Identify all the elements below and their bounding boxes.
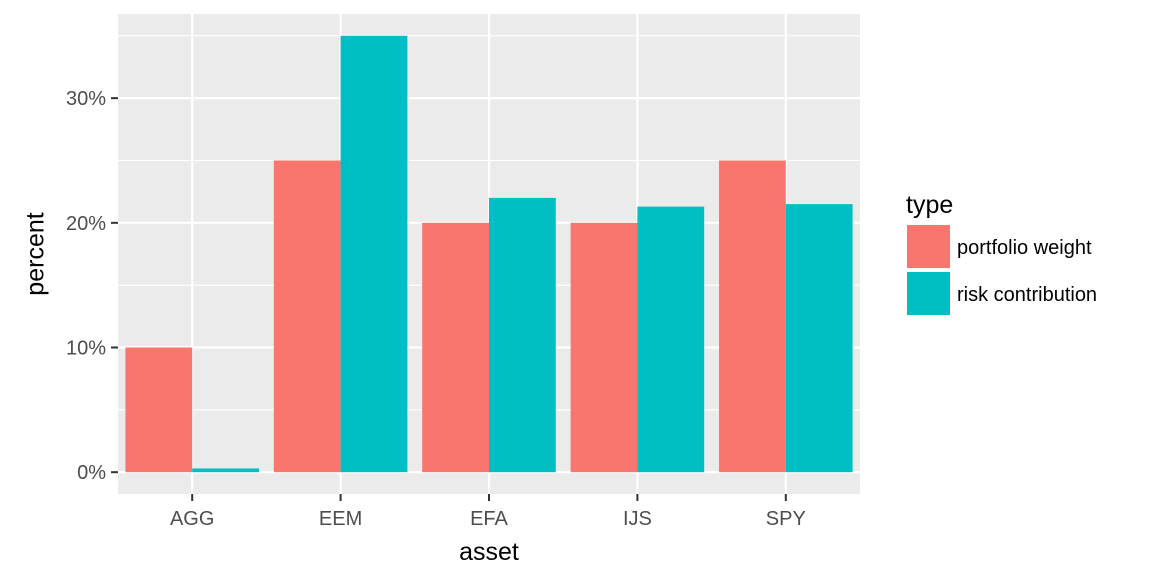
y-tick-label: 0% — [77, 462, 106, 484]
x-axis-title: asset — [459, 538, 519, 566]
bars — [125, 35, 853, 473]
y-tick-label: 10% — [66, 338, 106, 360]
bar-portfolio-weight-eem — [273, 160, 341, 473]
axes: 0% 10% 20% 30% AGG EEM EFA IJS SPY — [66, 88, 806, 530]
bar-risk-contribution-efa — [489, 197, 556, 473]
bar-risk-contribution-spy — [785, 204, 853, 473]
legend-label-risk-contribution: risk contribution — [957, 284, 1097, 306]
bar-risk-contribution-ijs — [637, 206, 705, 473]
legend: type portfolio weight risk contribution — [906, 191, 1097, 315]
legend-key-portfolio-weight — [907, 225, 950, 268]
bar-risk-contribution-eem — [340, 35, 408, 473]
y-axis-title: percent — [22, 212, 50, 295]
bar-risk-contribution-agg — [192, 468, 259, 473]
legend-label-portfolio-weight: portfolio weight — [957, 237, 1092, 259]
y-tick-label: 30% — [66, 88, 106, 110]
bar-portfolio-weight-agg — [125, 347, 193, 473]
legend-key-risk-contribution — [907, 272, 950, 315]
x-tick-label: AGG — [170, 508, 214, 530]
bar-portfolio-weight-ijs — [570, 222, 638, 473]
x-tick-label: SPY — [766, 508, 806, 530]
bar-portfolio-weight-spy — [719, 160, 786, 473]
x-tick-label: IJS — [623, 508, 652, 530]
bar-portfolio-weight-efa — [422, 222, 489, 473]
y-tick-label: 20% — [66, 213, 106, 235]
x-tick-label: EFA — [470, 508, 508, 530]
x-tick-label: EEM — [319, 508, 362, 530]
legend-title: type — [906, 191, 953, 219]
